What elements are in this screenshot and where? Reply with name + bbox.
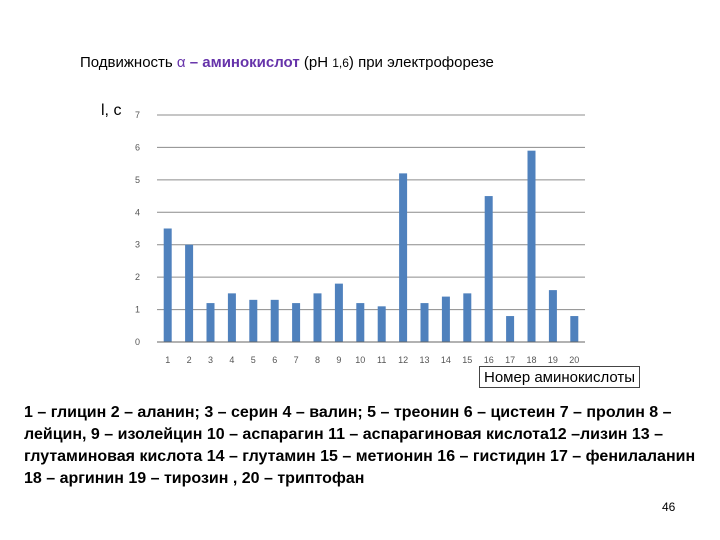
x-tick-label: 6 bbox=[272, 355, 277, 365]
bar-14 bbox=[441, 296, 450, 342]
x-tick-label: 13 bbox=[419, 355, 429, 365]
y-tick-label: 1 bbox=[135, 305, 140, 315]
x-tick-label: 11 bbox=[377, 355, 386, 365]
y-tick-label: 0 bbox=[135, 337, 140, 347]
bar-5 bbox=[249, 299, 258, 342]
bar-4 bbox=[227, 293, 236, 342]
title-part4: ) при электрофорезе bbox=[348, 54, 494, 71]
page-number: 46 bbox=[662, 500, 676, 514]
x-tick-label: 18 bbox=[526, 355, 536, 365]
y-axis-label: l, c bbox=[98, 101, 125, 121]
title-alpha: α bbox=[176, 54, 186, 71]
x-tick-label: 5 bbox=[251, 355, 256, 365]
title-ph-value: 1,6 bbox=[332, 56, 349, 70]
chart-title: Подвижность α – аминокислот (рН 1,6) при… bbox=[80, 54, 680, 71]
x-tick-label: 17 bbox=[505, 355, 515, 365]
x-tick-label: 7 bbox=[294, 355, 299, 365]
y-tick-label: 7 bbox=[135, 110, 140, 120]
x-tick-label: 20 bbox=[569, 355, 579, 365]
title-part2: – аминокислот bbox=[185, 54, 300, 71]
bar-6 bbox=[270, 299, 279, 342]
bar-19 bbox=[548, 290, 557, 342]
x-tick-label: 8 bbox=[315, 355, 320, 365]
bar-7 bbox=[292, 303, 301, 342]
y-tick-label: 4 bbox=[135, 207, 140, 217]
amino-acid-legend: 1 – глицин 2 – аланин; 3 – серин 4 – вал… bbox=[24, 404, 696, 487]
y-tick-label: 2 bbox=[135, 272, 140, 282]
x-tick-label: 10 bbox=[355, 355, 365, 365]
bar-9 bbox=[334, 283, 343, 342]
bar-13 bbox=[420, 303, 429, 342]
bar-18 bbox=[527, 150, 536, 342]
x-tick-label: 3 bbox=[208, 355, 213, 365]
bar-16 bbox=[484, 196, 493, 342]
x-tick-label: 12 bbox=[398, 355, 408, 365]
y-tick-label: 6 bbox=[135, 142, 140, 152]
title-part3: (рН bbox=[299, 54, 333, 71]
x-tick-label: 4 bbox=[229, 355, 234, 365]
x-tick-label: 16 bbox=[484, 355, 494, 365]
x-tick-label: 14 bbox=[441, 355, 451, 365]
bar-10 bbox=[356, 303, 365, 342]
x-axis-label: Номер аминокислоты bbox=[479, 366, 641, 388]
bar-11 bbox=[377, 306, 386, 342]
x-tick-label: 1 bbox=[165, 355, 170, 365]
bar-17 bbox=[506, 316, 515, 342]
x-tick-label: 9 bbox=[336, 355, 341, 365]
bar-8 bbox=[313, 293, 322, 342]
bar-1 bbox=[163, 228, 172, 342]
x-tick-label: 2 bbox=[187, 355, 192, 365]
bar-15 bbox=[463, 293, 472, 342]
bar-12 bbox=[399, 173, 408, 342]
bar-3 bbox=[206, 303, 215, 342]
bar-20 bbox=[570, 316, 579, 342]
y-tick-label: 3 bbox=[135, 240, 140, 250]
x-tick-label: 15 bbox=[462, 355, 472, 365]
bar-2 bbox=[185, 244, 194, 342]
x-tick-label: 19 bbox=[548, 355, 558, 365]
y-tick-label: 5 bbox=[135, 175, 140, 185]
title-part1: Подвижность bbox=[80, 54, 177, 71]
